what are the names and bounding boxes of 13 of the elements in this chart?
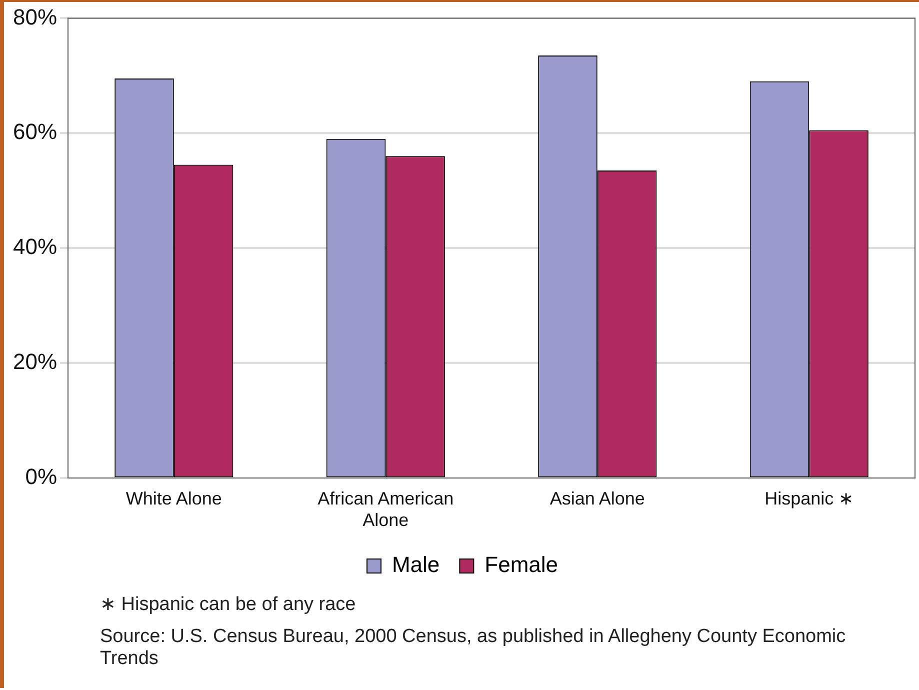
y-tick-label: 80% [12, 4, 58, 30]
y-tick-label: 20% [12, 348, 58, 374]
x-tick-label: White Alone [126, 488, 222, 509]
y-tick-label: 60% [12, 119, 58, 144]
x-tick-label: African American Alone [318, 488, 454, 530]
text: ∗ Hispanic can be of any race [100, 593, 357, 616]
x-tick-label: Hispanic ∗ [764, 488, 854, 509]
y-tick-label: 40% [12, 234, 58, 260]
legend-label: Female [484, 552, 558, 578]
source-note: Source: U.S. Census Bureau, 2000 Census, as published in Allegheny County Economic Trends [100, 626, 847, 670]
x-tick-label: Asian Alone [550, 488, 645, 509]
y-tick-label: 0% [25, 464, 58, 489]
legend-label: Male [392, 552, 440, 578]
